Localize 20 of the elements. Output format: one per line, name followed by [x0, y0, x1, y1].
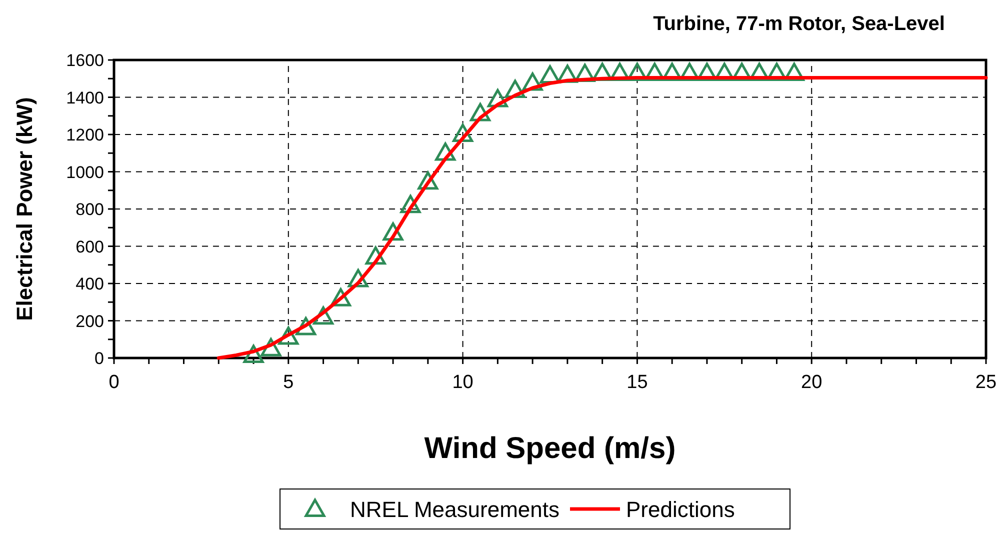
x-tick-label: 15: [626, 372, 648, 393]
y-tick-label: 1400: [66, 88, 104, 108]
x-tick-label: 0: [108, 372, 120, 393]
y-tick-label: 200: [76, 312, 104, 331]
legend-label: Predictions: [626, 497, 735, 522]
x-tick-label: 20: [801, 372, 822, 393]
legend-label: NREL Measurements: [350, 497, 560, 522]
y-tick-label: 1200: [66, 126, 104, 144]
x-tick-label: 10: [452, 372, 474, 393]
x-tick-label: 5: [283, 372, 294, 393]
y-tick-label: 800: [76, 200, 104, 219]
y-tick-label: 600: [76, 237, 104, 256]
x-axis-title: Wind Speed (m/s): [424, 432, 676, 465]
x-tick-label: 25: [975, 372, 997, 393]
chart-title: Turbine, 77-m Rotor, Sea-Level: [653, 13, 945, 35]
y-tick-label: 0: [94, 349, 104, 368]
y-tick-label: 1600: [66, 51, 104, 70]
y-tick-label: 1000: [66, 162, 104, 182]
y-axis-title: Electrical Power (kW): [12, 97, 37, 321]
y-tick-label: 400: [76, 274, 104, 294]
